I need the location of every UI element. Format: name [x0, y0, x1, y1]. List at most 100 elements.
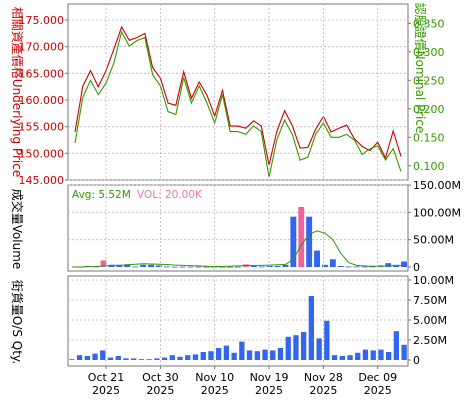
outstanding-qty-bar [92, 353, 98, 360]
volume-bar [306, 216, 313, 267]
outstanding-qty-axis-label: 街貨量O/S Qty. [10, 280, 25, 364]
volume-bar [258, 266, 265, 268]
price-series [74, 25, 402, 178]
volume-bar [361, 266, 368, 268]
volume-bar [100, 260, 107, 267]
volume-bar [274, 265, 281, 267]
outstanding-qty-bar [401, 344, 407, 360]
date-tick-label: Nov 28 [304, 371, 343, 384]
volume-bar [298, 206, 305, 267]
volume-bar [345, 266, 352, 268]
date-tick-year: 2025 [255, 384, 283, 397]
outstanding-qty-bar [223, 345, 229, 360]
volume-bar [235, 266, 241, 268]
outstanding-qty-bar [362, 349, 369, 360]
outstanding-qty-bar [208, 351, 214, 360]
outstanding-qty-bar [169, 355, 175, 360]
outstanding-qty-tick-label: 7.50M [413, 294, 447, 307]
outstanding-qty-bar [308, 296, 314, 360]
outstanding-qty-bar [370, 350, 376, 360]
volume-bar [187, 266, 194, 268]
outstanding-qty-bar [231, 352, 237, 360]
volume-bar [314, 250, 320, 267]
outstanding-qty-bar [239, 341, 245, 360]
volume-panel: 0 50.00M 100.00M 150.00M Avg: 5.52M VOL: 20… [10, 179, 461, 274]
outstanding-qty-bar [386, 352, 392, 360]
date-tick-label: Dec 09 [358, 371, 397, 384]
outstanding-qty-tick-label: 5.00M [413, 314, 447, 327]
left-tick-label: 155.000 [19, 121, 65, 134]
outstanding-qty-bar [293, 335, 299, 360]
outstanding-qty-bar [301, 332, 307, 360]
outstanding-qty-tick-label: 0 [413, 354, 420, 367]
volume-tick-label: 100.00M [413, 206, 461, 219]
outstanding-qty-bar [76, 355, 83, 360]
outstanding-qty-bar [146, 359, 152, 360]
outstanding-qty-bar [69, 359, 75, 360]
volume-bar [179, 266, 186, 268]
volume-bar [211, 266, 218, 268]
volume-bar [250, 265, 257, 267]
date-tick-year: 2025 [364, 384, 392, 397]
outstanding-qty-bar [254, 351, 260, 360]
volume-bar [219, 266, 226, 268]
volume-bar [337, 265, 344, 267]
outstanding-qty-bar [138, 359, 144, 360]
outstanding-qty-panel-grid [68, 279, 408, 341]
outstanding-qty-tick-label: 2.50M [413, 334, 447, 347]
outstanding-qty-bars [69, 296, 407, 360]
volume-bar [203, 266, 210, 268]
outstanding-qty-right-axis: 0 2.50M 5.00M 7.50M 10.00M [408, 274, 454, 367]
left-tick-label: 150.000 [19, 147, 65, 160]
volume-bar [132, 266, 139, 268]
outstanding-qty-bar [216, 348, 222, 360]
left-tick-label: 175.000 [19, 14, 65, 27]
volume-tick-label: 150.00M [413, 179, 461, 192]
outstanding-qty-bar [177, 356, 183, 360]
left-tick-label: 170.000 [19, 41, 65, 54]
right-tick-label: 0.200 [413, 103, 445, 116]
volume-average-legend: Avg: 5.52M [72, 189, 131, 201]
outstanding-qty-bar [185, 355, 191, 360]
volume-bar [369, 266, 376, 268]
underlying-price-axis-label: 相關資產價格Underlying Price [10, 7, 25, 177]
volume-average-path [72, 230, 405, 268]
volume-legend: VOL: 20.00K [137, 189, 203, 201]
outstanding-qty-bar [200, 352, 206, 360]
left-tick-label: 165.000 [19, 67, 65, 80]
volume-bar [329, 259, 336, 267]
volume-bar [156, 265, 162, 267]
price-left-axis: 145.000 150.000 155.000 160.000 165.000 170.0… [19, 14, 68, 187]
date-tick-label: Oct 30 [142, 371, 179, 384]
right-tick-label: 0.150 [413, 131, 445, 144]
volume-bar [266, 265, 273, 267]
date-tick-year: 2025 [146, 384, 174, 397]
nominal-price-axis-label: 認股證價Nominal Price [413, 3, 428, 134]
outstanding-qty-bar [115, 356, 121, 360]
date-tick-year: 2025 [309, 384, 337, 397]
right-tick-label: 0.250 [413, 74, 445, 87]
volume-bar [163, 266, 170, 268]
date-tick-year: 2025 [92, 384, 120, 397]
price-right-axis: 0.100 0.150 0.200 0.250 0.300 0.350 [408, 17, 445, 173]
outstanding-qty-panel-frame [67, 275, 409, 367]
outstanding-qty-bar [161, 357, 168, 360]
right-tick-label: 0.300 [413, 46, 445, 59]
outstanding-qty-bar [262, 349, 268, 360]
volume-bar [385, 263, 392, 267]
volume-bar [227, 266, 233, 268]
left-tick-label: 160.000 [19, 94, 65, 107]
outstanding-qty-bar [246, 350, 253, 360]
volume-axis-label: 成交量Volume [10, 189, 25, 270]
volume-right-axis: 0 50.00M 100.00M 150.00M [408, 179, 461, 274]
outstanding-qty-bar [100, 350, 106, 360]
outstanding-qty-tick-label: 10.00M [413, 274, 454, 287]
outstanding-qty-bar [154, 358, 160, 360]
volume-bar [353, 266, 360, 268]
date-tick-year: 2025 [201, 384, 229, 397]
volume-tick-label: 0 [413, 261, 420, 274]
outstanding-qty-bar [324, 320, 330, 360]
outstanding-qty-bar [331, 355, 338, 360]
date-tick-label: Nov 10 [195, 371, 234, 384]
